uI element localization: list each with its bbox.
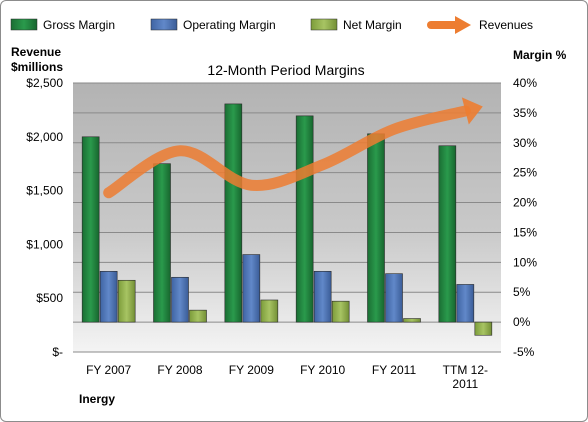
- legend-item-operating-margin: Operating Margin: [150, 18, 276, 32]
- revenue-line-path: [103, 105, 471, 199]
- right-tick-label: 20%: [513, 196, 537, 210]
- bar-net-margin-fy-2010: [331, 300, 350, 323]
- bar-operating-margin-fy-2009: [242, 254, 261, 323]
- bar-gross-margin-fy-2007: [81, 136, 100, 323]
- left-tick-label: $2,500: [26, 76, 63, 90]
- left-tick-label: $2,000: [26, 130, 63, 144]
- revenue-arrowhead: [461, 97, 483, 125]
- plot-area: [73, 83, 501, 352]
- left-axis-label-line1: Revenue: [11, 45, 61, 59]
- legend-label: Gross Margin: [43, 18, 115, 32]
- bar-gross-margin-fy-2010: [295, 115, 314, 323]
- revenue-point-ttm-12-2011: [465, 110, 466, 111]
- axes: $- $500 $1,000 $1,500 $2,000 $2,500 -5% 0% 5% 10%…: [26, 76, 537, 391]
- left-tick-label: $-: [52, 345, 63, 359]
- bar-operating-margin-fy-2008: [171, 276, 189, 323]
- revenue-line: [103, 97, 483, 199]
- revenue-point-fy-2009: [251, 185, 252, 186]
- right-tick-label: 25%: [513, 166, 537, 180]
- bar-gross-margin-fy-2011: [367, 133, 385, 323]
- legend-item-gross-margin: Gross Margin: [10, 18, 115, 32]
- revenue-point-fy-2007: [108, 192, 109, 193]
- right-tick-label: 15%: [513, 225, 537, 239]
- bar-operating-margin-fy-2011: [385, 273, 403, 323]
- x-tick-label: FY 2008: [157, 363, 202, 377]
- legend-swatch: [310, 18, 338, 31]
- x-tick-label: FY 2011: [372, 363, 417, 377]
- company-label: Inergy: [79, 392, 115, 406]
- legend-label: Revenues: [479, 18, 533, 32]
- right-tick-label: 0%: [513, 315, 531, 329]
- bar-net-margin-fy-2009: [260, 299, 279, 323]
- left-axis-label-line2: $millions: [11, 60, 63, 74]
- revenue-point-fy-2008: [180, 150, 181, 151]
- bar-net-margin-ttm-12-2011: [474, 321, 493, 336]
- bar-gross-margin-fy-2008: [153, 163, 171, 323]
- legend: Gross Margin Operating Margin Net Margin Re…: [10, 16, 533, 34]
- legend-item-revenues: Revenues: [427, 16, 533, 34]
- legend-label: Operating Margin: [183, 18, 276, 32]
- legend-swatch-arrow: [455, 16, 471, 34]
- revenue-point-fy-2011: [394, 129, 395, 130]
- x-tick-label: FY 2009: [229, 363, 274, 377]
- left-tick-label: $500: [36, 291, 63, 305]
- bar-operating-margin-fy-2007: [99, 270, 118, 323]
- left-tick-label: $1,500: [26, 184, 63, 198]
- bars: [81, 103, 493, 336]
- bar-gross-margin-ttm-12-2011: [438, 145, 457, 323]
- right-tick-label: 10%: [513, 255, 537, 269]
- right-tick-label: 35%: [513, 106, 537, 120]
- revenue-point-fy-2010: [322, 164, 323, 165]
- right-tick-label: 40%: [513, 76, 537, 90]
- chart-title: 12-Month Period Margins: [207, 62, 364, 78]
- bar-net-margin-fy-2007: [117, 279, 136, 323]
- legend-swatch: [10, 18, 38, 31]
- x-tick-label: TTM 12-: [443, 363, 488, 377]
- bar-operating-margin-fy-2010: [313, 270, 332, 323]
- x-tick-label: 2011: [452, 377, 478, 391]
- x-tick-label: FY 2007: [86, 363, 131, 377]
- bar-gross-margin-fy-2009: [224, 103, 243, 323]
- left-tick-label: $1,000: [26, 237, 63, 251]
- legend-item-net-margin: Net Margin: [310, 18, 402, 32]
- right-tick-label: 5%: [513, 285, 531, 299]
- bar-net-margin-fy-2011: [403, 318, 421, 323]
- right-tick-label: 30%: [513, 136, 537, 150]
- bar-net-margin-fy-2008: [189, 309, 207, 323]
- legend-swatch: [150, 18, 178, 31]
- legend-label: Net Margin: [343, 18, 402, 32]
- x-tick-label: FY 2010: [300, 363, 345, 377]
- bar-operating-margin-ttm-12-2011: [456, 284, 475, 323]
- right-tick-label: -5%: [513, 345, 535, 359]
- right-axis-label: Margin %: [513, 48, 567, 62]
